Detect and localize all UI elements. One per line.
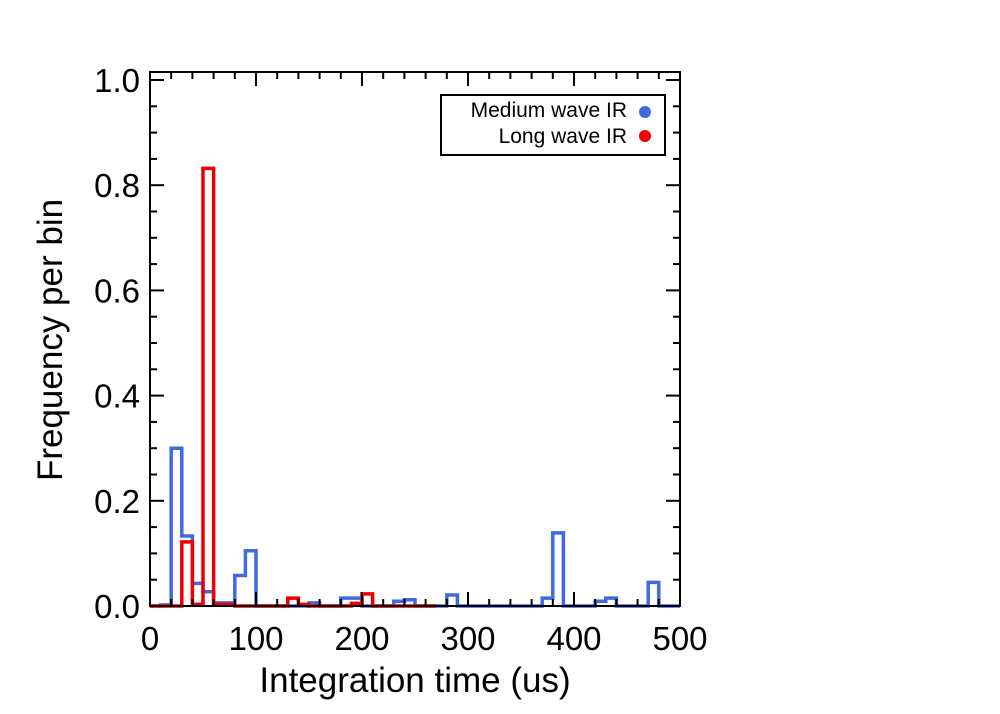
- legend-box: [440, 94, 666, 156]
- histogram-outline: [150, 166, 437, 608]
- series-long-wave-ir: [150, 166, 437, 608]
- legend-marker-medium-wave: [639, 106, 651, 118]
- y-tick-label: 1.0: [94, 62, 140, 99]
- series-medium-wave-ir: [150, 446, 680, 608]
- x-tick-label: 100: [228, 620, 283, 657]
- y-tick-label: 0.4: [94, 378, 140, 415]
- y-tick-label: 0.0: [94, 588, 140, 625]
- plot-frame: [149, 71, 681, 607]
- series-layer: [150, 166, 680, 608]
- y-tick-label: 0.8: [94, 167, 140, 204]
- legend: Medium wave IR Long wave IR: [440, 94, 666, 156]
- y-tick-label: 0.6: [94, 272, 140, 309]
- axes-layer: [149, 71, 681, 607]
- x-tick-label: 200: [334, 620, 389, 657]
- x-tick-label: 500: [652, 620, 707, 657]
- y-axis-title: Frequency per bin: [31, 199, 70, 481]
- y-tick-label: 0.2: [94, 483, 140, 520]
- x-tick-label: 400: [546, 620, 601, 657]
- tick-labels: 0 100 200 300 400 500 0.0 0.2 0.4 0.6 0.8 1.0: [94, 62, 707, 657]
- legend-label-medium-wave: Medium wave IR: [471, 99, 627, 122]
- x-tick-label: 300: [440, 620, 495, 657]
- legend-marker-long-wave: [639, 130, 651, 142]
- x-tick-label: 0: [141, 620, 159, 657]
- legend-label-long-wave: Long wave IR: [499, 125, 627, 148]
- x-axis-title: Integration time (us): [259, 661, 570, 700]
- histogram-outline: [150, 446, 680, 608]
